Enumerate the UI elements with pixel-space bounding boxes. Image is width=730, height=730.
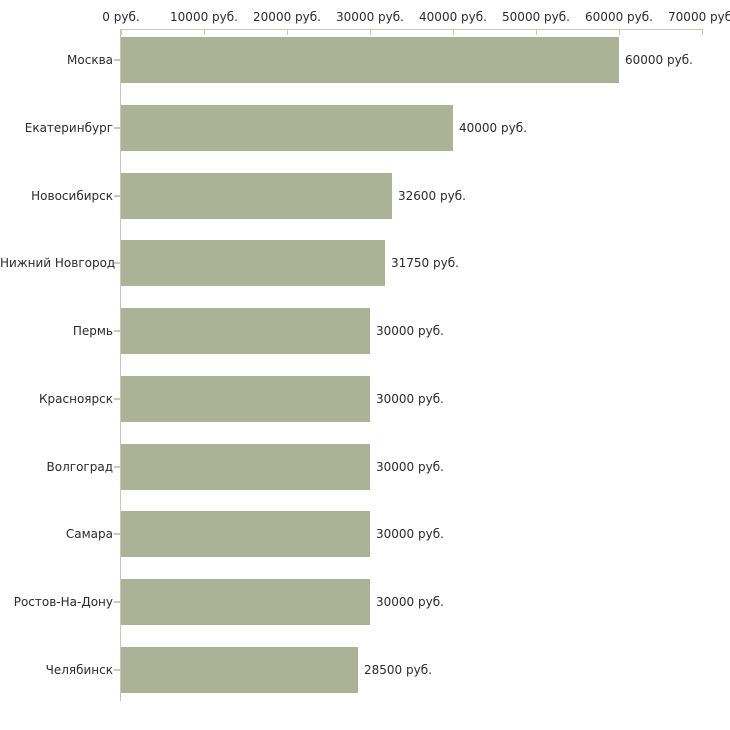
category-label: Волгоград xyxy=(46,460,113,474)
bar xyxy=(121,173,392,219)
x-tick-mark xyxy=(370,29,371,35)
category-tick-mark xyxy=(114,262,120,264)
value-label: 28500 руб. xyxy=(364,663,432,677)
category-tick-mark xyxy=(114,601,120,603)
category-label: Новосибирск xyxy=(31,189,113,203)
x-tick-mark xyxy=(619,29,620,35)
category-label: Самара xyxy=(65,527,113,541)
bar xyxy=(121,579,370,625)
value-label: 31750 руб. xyxy=(391,256,459,270)
x-tick-mark xyxy=(453,29,454,35)
category-label: Москва xyxy=(67,53,113,67)
category-label: Пермь xyxy=(72,324,113,338)
x-tick-label: 60000 руб. xyxy=(585,10,653,24)
value-label: 30000 руб. xyxy=(376,527,444,541)
category-tick-mark xyxy=(114,466,120,468)
value-label: 30000 руб. xyxy=(376,392,444,406)
value-label: 30000 руб. xyxy=(376,324,444,338)
bar xyxy=(121,37,619,83)
value-label: 40000 руб. xyxy=(459,121,527,135)
value-label: 30000 руб. xyxy=(376,595,444,609)
x-tick-mark xyxy=(204,29,205,35)
bar xyxy=(121,647,358,693)
category-label: Красноярск xyxy=(39,392,113,406)
x-tick-label: 20000 руб. xyxy=(253,10,321,24)
bar xyxy=(121,240,385,286)
category-tick-mark xyxy=(114,127,120,129)
value-label: 30000 руб. xyxy=(376,460,444,474)
category-tick-mark xyxy=(114,330,120,332)
bar xyxy=(121,376,370,422)
x-tick-label: 30000 руб. xyxy=(336,10,404,24)
value-label: 60000 руб. xyxy=(625,53,693,67)
category-tick-mark xyxy=(114,59,120,61)
value-label: 32600 руб. xyxy=(398,189,466,203)
category-tick-mark xyxy=(114,398,120,400)
x-tick-label: 50000 руб. xyxy=(502,10,570,24)
category-tick-mark xyxy=(114,533,120,535)
bar xyxy=(121,308,370,354)
bar xyxy=(121,444,370,490)
y-axis-line xyxy=(120,29,121,701)
category-label: Нижний Новгород xyxy=(0,256,116,270)
x-axis-line xyxy=(121,29,703,30)
x-tick-label: 0 руб. xyxy=(102,10,140,24)
category-label: Екатеринбург xyxy=(24,121,113,135)
x-tick-label: 70000 руб. xyxy=(668,10,730,24)
category-label: Челябинск xyxy=(45,663,113,677)
category-tick-mark xyxy=(114,669,120,671)
x-tick-mark xyxy=(536,29,537,35)
category-label: Ростов-На-Дону xyxy=(13,595,113,609)
x-tick-mark xyxy=(287,29,288,35)
category-tick-mark xyxy=(114,195,120,197)
x-tick-label: 10000 руб. xyxy=(170,10,238,24)
x-tick-mark xyxy=(702,29,703,35)
x-tick-label: 40000 руб. xyxy=(419,10,487,24)
bar xyxy=(121,511,370,557)
x-tick-mark xyxy=(121,29,122,35)
bar xyxy=(121,105,453,151)
